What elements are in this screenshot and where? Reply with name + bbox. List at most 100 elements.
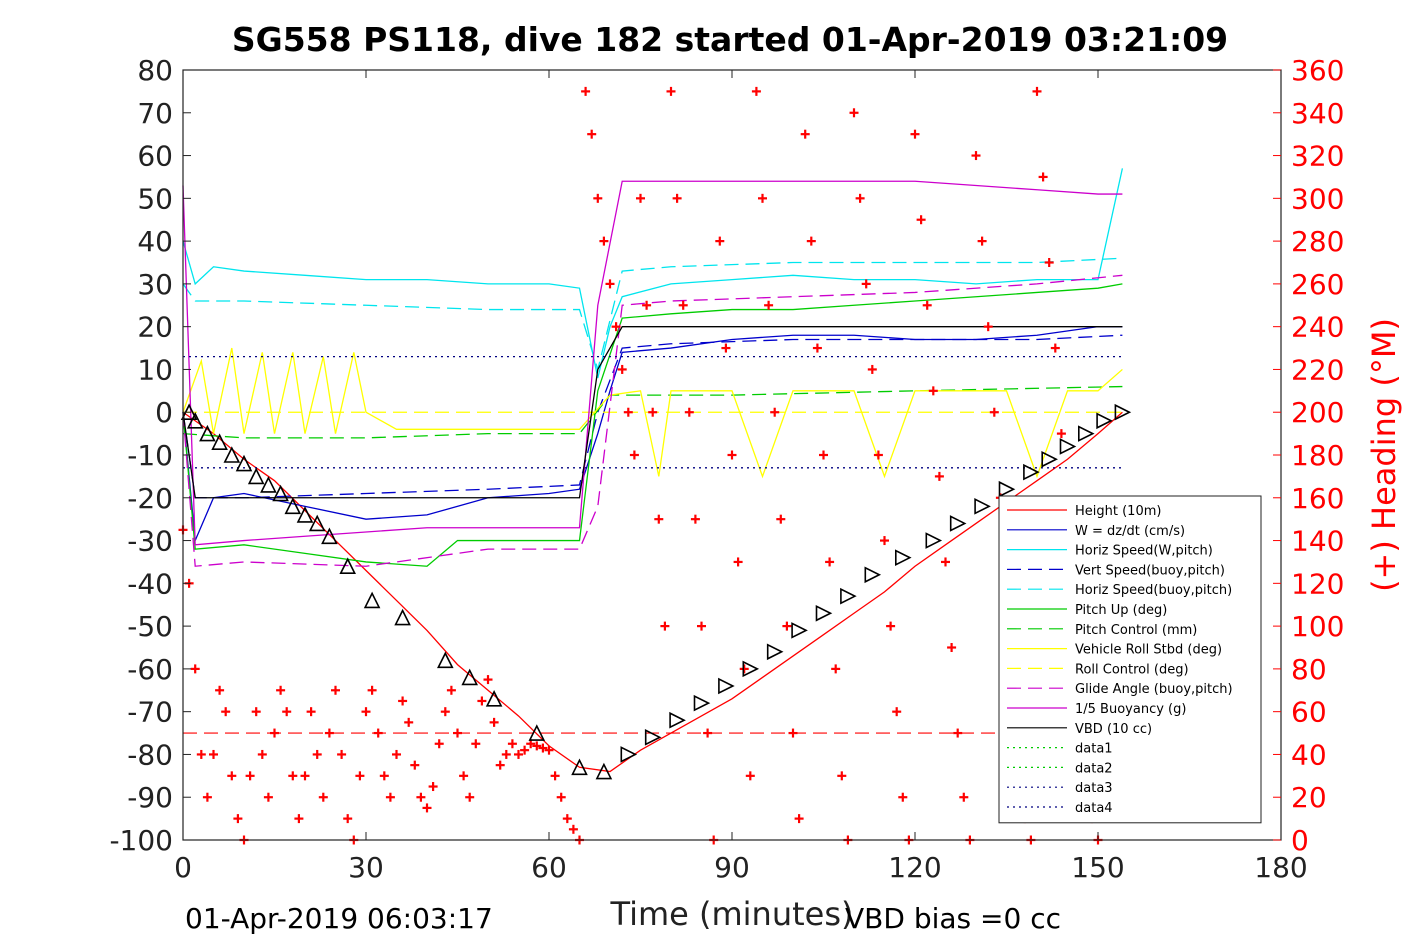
heading-point	[355, 771, 365, 781]
y-tick-label-left: 20	[137, 311, 173, 344]
legend-entry: Horiz Speed(buoy,pitch)	[1075, 583, 1232, 598]
depth-marker	[363, 591, 381, 609]
heading-point	[294, 814, 304, 824]
heading-point	[331, 685, 340, 695]
series-line-glide-angle-buoy-pitch	[182, 274, 1123, 567]
heading-point	[837, 771, 847, 781]
heading-point	[501, 749, 511, 759]
x-tick-label: 180	[1254, 851, 1307, 884]
y-tick-label-left: 80	[137, 54, 173, 87]
heading-point	[373, 728, 383, 738]
heading-point	[392, 749, 401, 759]
heading-point	[550, 771, 560, 781]
y-tick-label-left: 50	[137, 182, 173, 215]
heading-point	[318, 792, 328, 802]
heading-point	[751, 86, 761, 96]
heading-point	[715, 236, 725, 246]
heading-point	[825, 557, 835, 567]
y-tick-label-right: 300	[1291, 182, 1344, 215]
heading-point	[398, 696, 408, 706]
legend-entry: Roll Control (deg)	[1075, 662, 1189, 677]
series-line-height-10m	[182, 411, 1123, 773]
heading-point	[971, 151, 981, 161]
depth-marker	[742, 660, 760, 678]
y-tick-label-left: 60	[137, 140, 173, 173]
x-tick-label: 0	[174, 851, 192, 884]
depth-marker	[339, 557, 356, 575]
heading-point	[1038, 172, 1048, 182]
depth-marker	[974, 498, 991, 515]
heading-point	[678, 300, 688, 310]
heading-point	[721, 343, 731, 353]
heading-point	[312, 749, 322, 759]
depth-marker	[998, 480, 1016, 498]
y-tick-label-right: 40	[1291, 738, 1327, 771]
y-tick-label-left: -40	[127, 567, 173, 600]
depth-marker	[1114, 403, 1132, 421]
heading-point	[428, 782, 438, 792]
heading-point	[819, 450, 828, 460]
heading-point	[459, 771, 469, 781]
heading-point	[617, 364, 627, 374]
heading-point	[404, 717, 414, 727]
heading-point	[873, 450, 883, 460]
heading-point	[831, 664, 841, 674]
heading-point	[221, 707, 231, 717]
y-tick-label-left: -50	[127, 610, 173, 643]
heading-point	[642, 300, 652, 310]
heading-point	[300, 771, 310, 781]
depth-marker	[199, 424, 216, 442]
heading-point	[379, 771, 389, 781]
heading-point	[1056, 429, 1066, 439]
y-tick-label-right: 240	[1291, 311, 1344, 344]
heading-point	[556, 792, 566, 802]
heading-point	[861, 279, 871, 289]
heading-point	[196, 749, 206, 759]
depth-marker	[308, 514, 326, 532]
depth-marker	[211, 433, 228, 450]
heading-point	[934, 471, 944, 481]
series-line-vbd-10-cc	[182, 326, 1123, 499]
heading-point	[764, 300, 774, 310]
heading-point	[483, 675, 493, 685]
heading-point	[898, 792, 908, 802]
depth-marker	[949, 515, 967, 532]
heading-point	[422, 803, 432, 813]
heading-point	[471, 739, 481, 749]
heading-point	[745, 771, 755, 781]
y-tick-label-right: 140	[1291, 525, 1344, 558]
heading-point	[916, 215, 926, 225]
depth-marker	[693, 694, 711, 712]
legend-entry: Pitch Up (deg)	[1075, 603, 1167, 618]
y-tick-label-right: 0	[1291, 824, 1309, 857]
footer-vbd-bias: VBD bias =0 cc	[845, 902, 1061, 935]
heading-point	[770, 407, 780, 417]
depth-marker	[669, 711, 686, 729]
depth-marker	[644, 729, 662, 746]
y-tick-label-right: 120	[1291, 567, 1344, 600]
series-line-pitch-control-mm	[182, 385, 1123, 439]
heading-point	[385, 792, 395, 802]
heading-point	[367, 685, 377, 695]
heading-point	[593, 193, 603, 203]
heading-point	[581, 86, 591, 96]
y-tick-label-left: 30	[137, 268, 173, 301]
depth-marker	[528, 724, 546, 741]
y-tick-label-right: 180	[1291, 439, 1344, 472]
y-tick-label-left: -10	[127, 439, 173, 472]
heading-point	[648, 407, 658, 417]
depth-marker	[894, 549, 912, 566]
heading-point	[270, 728, 279, 738]
heading-point	[983, 322, 993, 332]
heading-point	[453, 728, 462, 738]
ticks-layer: 80706050403020100-10-20-30-40-50-60-70-8…	[109, 54, 1344, 884]
heading-point	[928, 386, 938, 396]
heading-point	[758, 193, 767, 203]
depth-marker	[272, 484, 289, 502]
heading-point	[892, 707, 902, 717]
legend-entry: 1/5 Buoyancy (g)	[1075, 702, 1186, 717]
x-axis-label: Time (minutes)	[610, 895, 854, 933]
heading-point	[812, 343, 822, 353]
depth-marker	[718, 677, 735, 695]
